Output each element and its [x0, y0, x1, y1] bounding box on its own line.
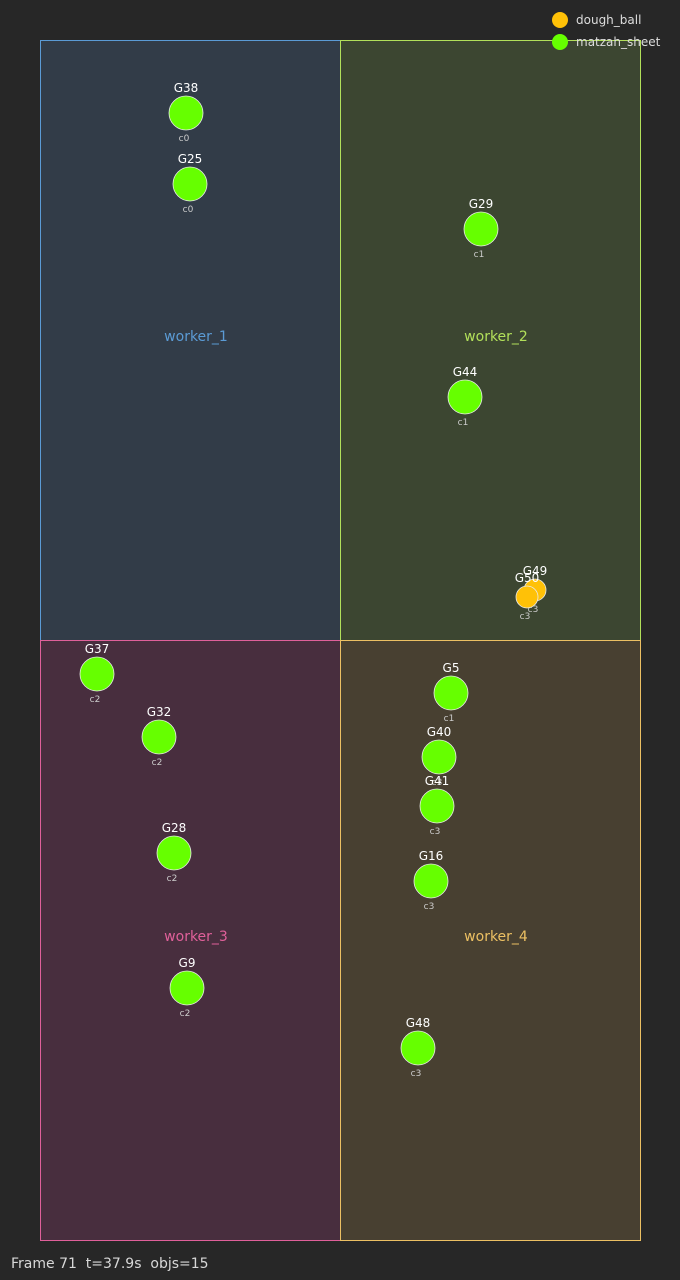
matzah-sheet-marker	[413, 863, 449, 899]
zone-area	[340, 640, 641, 1241]
zone-area	[40, 640, 341, 1241]
zone-worker-3: worker_3	[40, 640, 341, 1241]
legend-label: dough_ball	[576, 13, 641, 27]
object-cluster-label: c2	[180, 1009, 191, 1019]
object-g32[interactable]: G32 c2	[141, 705, 177, 768]
object-id-label: G50	[515, 571, 540, 585]
object-id-label: G40	[427, 725, 452, 739]
object-g48[interactable]: G48 c3	[400, 1016, 436, 1079]
zone-label: worker_2	[464, 329, 528, 345]
object-cluster-label: c0	[183, 205, 194, 215]
zone-label: worker_4	[464, 929, 528, 945]
matzah-sheet-marker	[447, 379, 483, 415]
legend-label: matzah_sheet	[576, 35, 661, 49]
object-cluster-label: c3	[424, 902, 435, 912]
time-readout: t=37.9s	[85, 1256, 142, 1272]
object-g29[interactable]: G29 c1	[463, 197, 499, 260]
object-count: objs=15	[150, 1256, 209, 1272]
zone-label: worker_3	[164, 929, 228, 945]
object-id-label: G5	[443, 661, 460, 675]
matzah-sheet-marker	[433, 675, 469, 711]
object-g38[interactable]: G38 c0	[168, 81, 204, 144]
dough-ball-swatch	[552, 12, 568, 28]
object-cluster-label: c3	[528, 605, 539, 615]
object-cluster-label: c3	[520, 612, 531, 622]
object-cluster-label: c1	[444, 714, 455, 724]
object-cluster-label: c2	[152, 758, 163, 768]
zone-worker-1: worker_1	[40, 40, 341, 641]
object-cluster-label: c0	[179, 134, 190, 144]
zone-label: worker_1	[164, 329, 228, 345]
object-id-label: G41	[425, 774, 450, 788]
status-bar: Frame 71 t=37.9s objs=15	[11, 1256, 209, 1272]
matzah-sheet-marker	[169, 970, 205, 1006]
object-cluster-label: c3	[430, 827, 441, 837]
object-cluster-label: c1	[474, 250, 485, 260]
object-id-label: G44	[453, 365, 478, 379]
zone-area	[340, 40, 641, 641]
object-g25[interactable]: G25 c0	[172, 152, 208, 215]
object-cluster-label: c1	[458, 418, 469, 428]
matzah-sheet-swatch	[552, 34, 568, 50]
object-cluster-label: c3	[432, 778, 443, 788]
object-id-label: G49	[523, 564, 548, 578]
object-g9[interactable]: G9 c2	[169, 956, 205, 1019]
zone-worker-4: worker_4	[340, 640, 641, 1241]
matzah-sheet-marker	[463, 211, 499, 247]
legend-item-matzah-sheet: matzah_sheet	[552, 34, 661, 50]
object-id-label: G29	[469, 197, 494, 211]
object-id-label: G9	[179, 956, 196, 970]
matzah-sheet-marker	[141, 719, 177, 755]
object-g28[interactable]: G28 c2	[156, 821, 192, 884]
legend-item-dough-ball: dough_ball	[552, 12, 641, 28]
matzah-sheet-marker	[172, 166, 208, 202]
frame-counter: Frame 71	[11, 1256, 77, 1272]
dough-ball-marker	[515, 585, 539, 609]
object-id-label: G25	[178, 152, 203, 166]
matzah-sheet-marker	[400, 1030, 436, 1066]
object-id-label: G48	[406, 1016, 431, 1030]
object-g16[interactable]: G16 c3	[413, 849, 449, 912]
object-g5[interactable]: G5 c1	[433, 661, 469, 724]
object-g37[interactable]: G37 c2	[79, 642, 115, 705]
zone-worker-2: worker_2	[340, 40, 641, 641]
object-cluster-label: c2	[167, 874, 178, 884]
matzah-sheet-marker	[168, 95, 204, 131]
matzah-sheet-marker	[419, 788, 455, 824]
legend: dough_ball matzah_sheet	[552, 12, 661, 50]
object-id-label: G38	[174, 81, 199, 95]
object-g50[interactable]: G50 c3	[515, 571, 540, 622]
matzah-sheet-marker	[79, 656, 115, 692]
object-id-label: G37	[85, 642, 110, 656]
zone-area	[40, 40, 341, 641]
object-g40[interactable]: G40 c3	[421, 725, 457, 788]
matzah-sheet-marker	[421, 739, 457, 775]
object-id-label: G32	[147, 705, 172, 719]
object-id-label: G28	[162, 821, 187, 835]
matzah-sheet-marker	[156, 835, 192, 871]
object-cluster-label: c3	[411, 1069, 422, 1079]
object-id-label: G16	[419, 849, 444, 863]
object-cluster-label: c2	[90, 695, 101, 705]
object-g44[interactable]: G44 c1	[447, 365, 483, 428]
